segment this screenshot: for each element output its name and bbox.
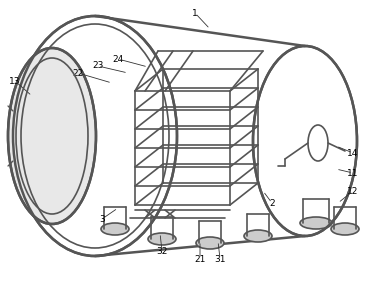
Text: 14: 14 (347, 148, 359, 157)
Ellipse shape (253, 46, 357, 236)
Text: 1: 1 (192, 8, 198, 17)
Ellipse shape (8, 48, 96, 224)
Text: 3: 3 (99, 214, 105, 223)
Text: 32: 32 (156, 246, 168, 255)
Text: 2: 2 (269, 198, 275, 207)
Text: 11: 11 (347, 168, 359, 178)
Text: 21: 21 (194, 255, 206, 263)
Text: 23: 23 (92, 61, 104, 70)
Text: 12: 12 (347, 187, 359, 196)
Ellipse shape (244, 230, 272, 242)
Ellipse shape (148, 233, 176, 245)
Text: 31: 31 (214, 255, 226, 263)
Ellipse shape (196, 237, 224, 249)
Ellipse shape (13, 16, 177, 256)
Text: 22: 22 (73, 68, 84, 77)
Text: 24: 24 (112, 54, 124, 63)
Ellipse shape (101, 223, 129, 235)
Text: 13: 13 (9, 77, 21, 86)
Ellipse shape (331, 223, 359, 235)
Ellipse shape (300, 217, 332, 229)
